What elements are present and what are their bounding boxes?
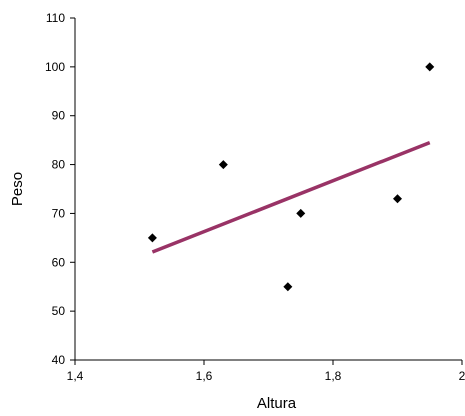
y-tick-label: 110 [46, 11, 65, 25]
y-tick-label: 60 [52, 255, 66, 269]
data-points [147, 62, 435, 292]
data-point [283, 282, 293, 292]
y-tick-label: 70 [52, 206, 66, 220]
data-point [425, 62, 435, 72]
x-tick-label: 2 [459, 369, 465, 383]
y-ticks: 40 50 60 70 80 90 100 110 [45, 11, 75, 367]
y-tick-label: 100 [45, 60, 65, 74]
x-tick-label: 1,6 [196, 369, 213, 383]
y-axis-label: Peso [9, 172, 26, 206]
data-point [147, 233, 157, 243]
data-point [296, 208, 306, 218]
y-tick-label: 90 [52, 109, 66, 123]
x-axis-label: Altura [257, 395, 297, 412]
x-tick-label: 1,4 [67, 369, 84, 383]
trendline [151, 140, 431, 254]
data-point [393, 194, 402, 204]
y-tick-label: 40 [52, 353, 66, 367]
y-tick-label: 50 [52, 304, 66, 318]
x-ticks: 1,4 1,6 1,8 2 [67, 360, 465, 383]
axes [74, 18, 462, 361]
x-tick-label: 1,8 [325, 369, 342, 383]
y-tick-label: 80 [52, 158, 66, 172]
data-point [218, 160, 228, 170]
